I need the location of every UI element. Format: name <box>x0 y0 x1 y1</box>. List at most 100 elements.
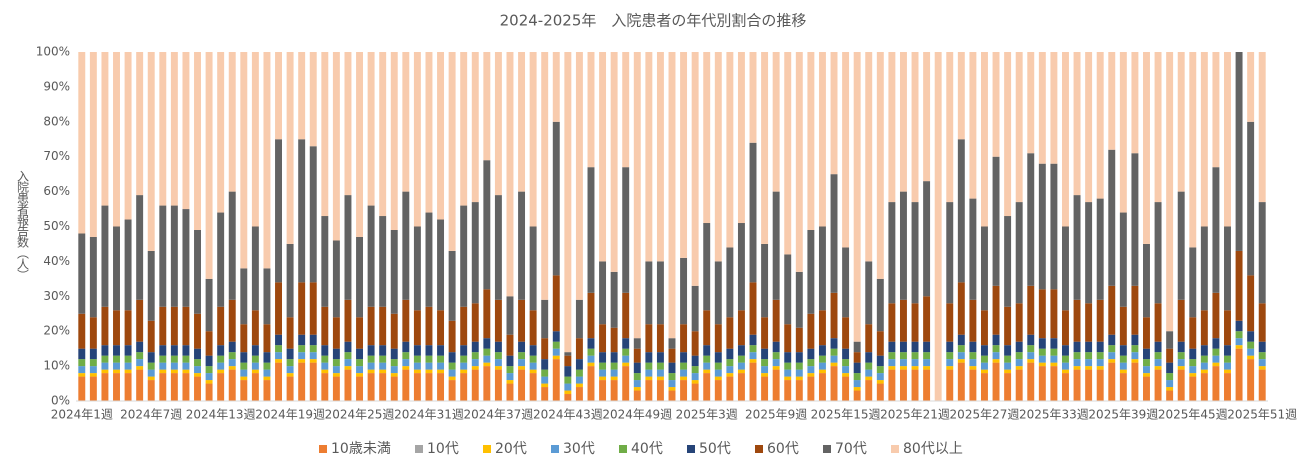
bar-segment <box>113 369 120 374</box>
bar-segment <box>1189 359 1197 367</box>
bar-segment <box>217 212 225 307</box>
bar-segment <box>888 52 896 203</box>
bar-segment <box>575 338 583 360</box>
bar-segment <box>1154 341 1162 353</box>
bar-segment <box>321 52 329 217</box>
bar-segment <box>1258 366 1266 370</box>
y-tick-label: 90% <box>43 79 70 93</box>
bar-segment <box>448 320 456 353</box>
bar-segment <box>761 243 769 318</box>
bar-segment <box>263 369 271 377</box>
bar-segment <box>101 205 109 307</box>
bar-segment <box>240 376 248 381</box>
bar-segment <box>1177 52 1185 192</box>
bar-segment <box>344 352 352 360</box>
bar-segment <box>1108 345 1116 353</box>
bar-segment <box>980 345 988 356</box>
bar-segment <box>911 52 919 203</box>
bar-segment <box>923 352 931 360</box>
bar-segment <box>483 348 491 356</box>
bar-segment <box>842 366 850 374</box>
bar-segment <box>332 373 340 377</box>
bar-segment <box>923 296 931 342</box>
bar-segment <box>1015 352 1023 360</box>
x-tick-label: 2024年19週 <box>255 408 325 422</box>
bar-segment <box>402 369 410 401</box>
bar-segment <box>957 139 965 283</box>
y-tick-label: 70% <box>43 149 70 163</box>
bar-segment <box>367 345 375 356</box>
bar-segment <box>969 359 977 367</box>
x-tick-label: 2024年1週 <box>51 408 113 422</box>
bar-segment <box>541 369 549 377</box>
bar-segment <box>194 229 201 314</box>
bar-segment <box>494 359 502 367</box>
bar-segment <box>1131 52 1139 154</box>
bar-segment <box>1119 373 1127 401</box>
bar-segment <box>460 205 468 307</box>
bar-segment <box>1166 331 1174 349</box>
bar-segment <box>876 331 884 356</box>
bar-segment <box>899 359 907 367</box>
bar-segment <box>599 261 607 325</box>
bar-segment <box>645 376 653 381</box>
bar-segment <box>471 303 479 342</box>
bar-segment <box>552 331 560 342</box>
bar-segment <box>552 121 560 276</box>
bar-segment <box>471 352 479 360</box>
bar-segment <box>1224 310 1231 346</box>
bar-segment <box>448 380 456 401</box>
bar-segment <box>772 191 780 300</box>
bar-segment <box>1027 359 1035 363</box>
bar-segment <box>795 376 803 381</box>
bar-segment <box>737 345 745 356</box>
bar-segment <box>923 359 931 367</box>
bar-segment <box>610 352 618 363</box>
bar-segment <box>390 373 398 377</box>
bar-segment <box>194 359 201 367</box>
bar-segment <box>263 380 271 401</box>
bar-segment <box>645 52 653 262</box>
x-tick-label: 2025年33週 <box>1019 408 1089 422</box>
bar-segment <box>714 369 722 377</box>
bar-segment <box>113 310 120 346</box>
bar-segment <box>344 195 352 300</box>
bar-segment <box>587 292 595 339</box>
bar-segment <box>147 380 155 401</box>
bar-segment <box>228 341 236 353</box>
bar-segment <box>552 359 560 401</box>
bar-segment <box>460 52 468 206</box>
bar-segment <box>1096 366 1104 370</box>
bar-segment <box>518 366 526 370</box>
bar-segment <box>761 317 769 349</box>
bar-segment <box>969 369 977 401</box>
bar-segment <box>1131 334 1139 346</box>
bar-segment <box>1015 52 1023 203</box>
x-tick-label: 2025年45週 <box>1158 408 1228 422</box>
bar-segment <box>101 355 109 363</box>
bar-segment <box>1073 341 1081 353</box>
bar-segment <box>78 376 86 401</box>
bar-segment <box>726 317 734 349</box>
bar-segment <box>529 52 537 227</box>
bar-segment <box>1027 334 1035 346</box>
bar-segment <box>830 52 838 175</box>
bar-segment <box>610 52 618 272</box>
y-tick-label: 20% <box>43 324 70 338</box>
bar-segment <box>656 352 664 363</box>
bar-segment <box>691 366 699 374</box>
bar-segment <box>78 373 86 377</box>
bar-segment <box>1235 320 1243 332</box>
bar-segment <box>795 369 803 377</box>
bar-segment <box>575 383 583 388</box>
bar-segment <box>610 327 618 353</box>
bar-segment <box>460 355 468 363</box>
bar-segment <box>460 373 468 401</box>
bar-segment <box>413 310 421 346</box>
bar-segment <box>506 366 514 374</box>
bar-segment <box>703 362 711 370</box>
bar-segment <box>842 348 850 360</box>
bar-segment <box>633 390 641 401</box>
bar-segment <box>1224 355 1231 363</box>
